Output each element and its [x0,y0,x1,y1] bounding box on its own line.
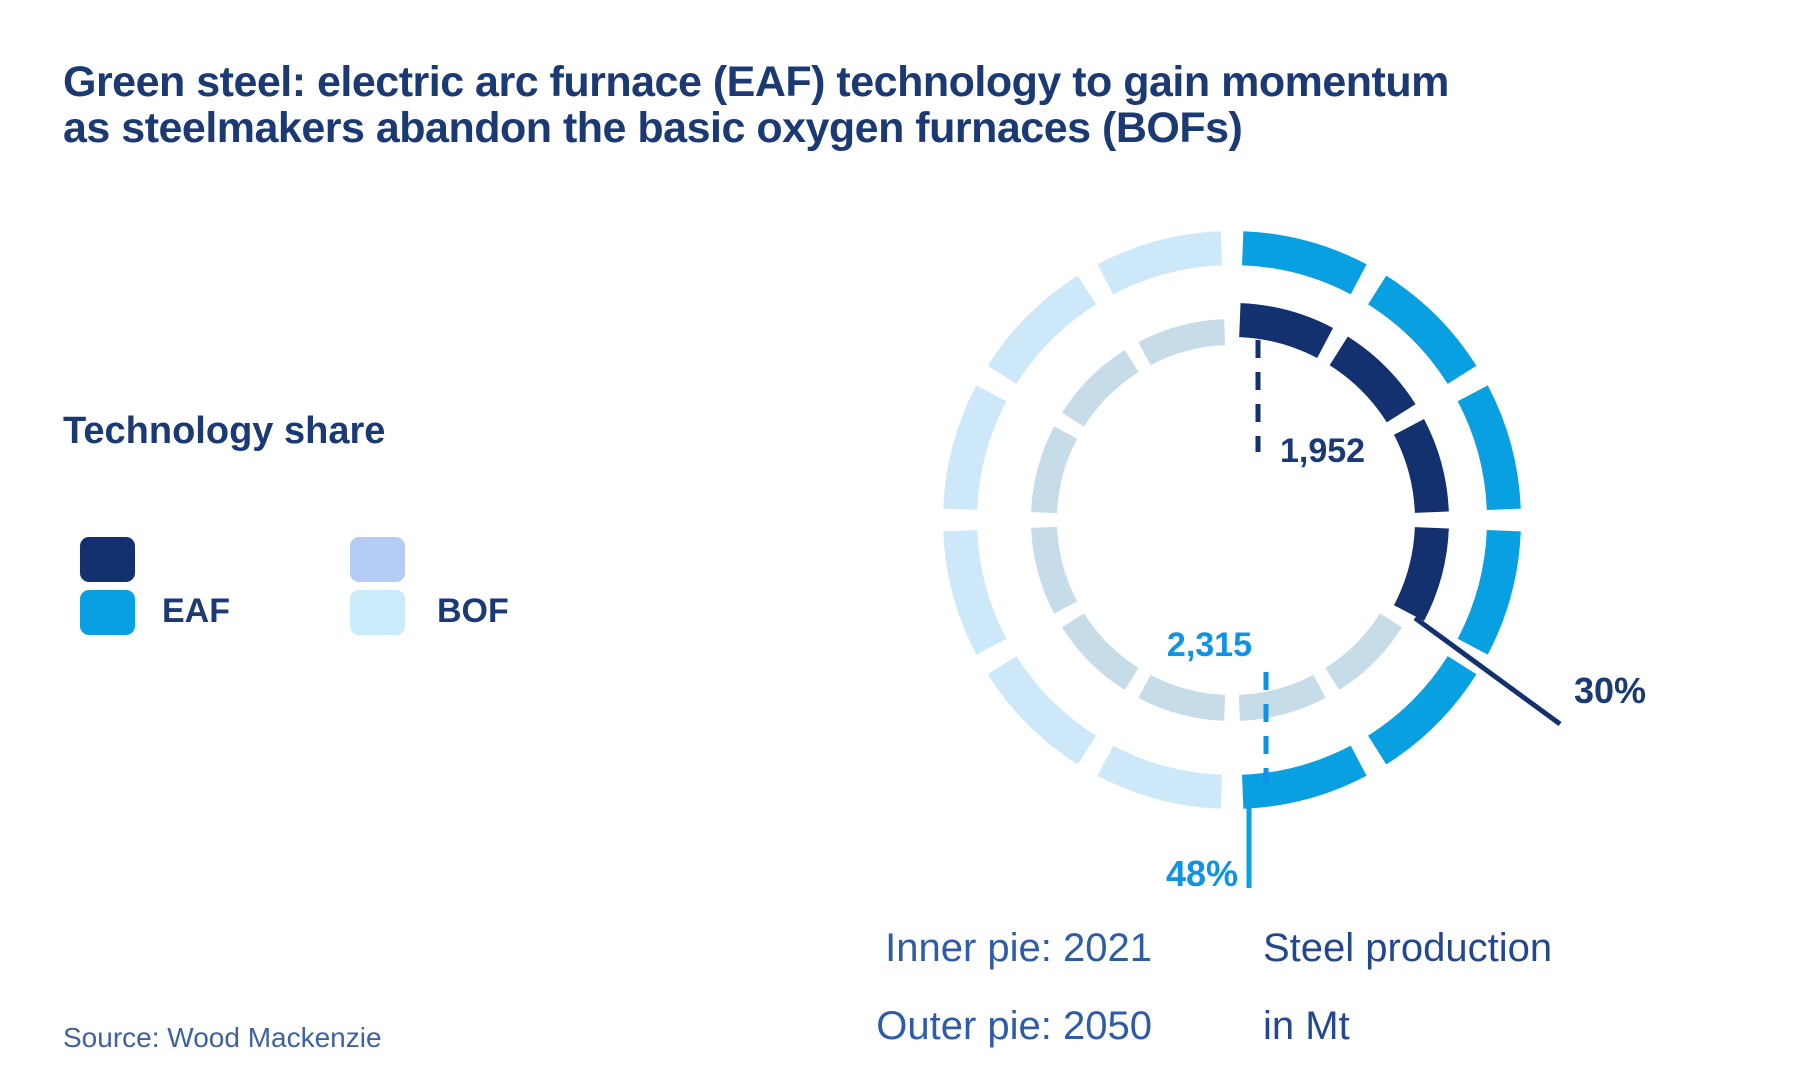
inner-total-label: 1,952 [1280,432,1366,470]
outer-bof-segment [1097,231,1222,295]
caption-outer-pie: Outer pie: 2050 [876,1004,1152,1048]
caption-production-line1: Steel production [1263,926,1553,970]
outer-total-label: 2,315 [1166,626,1252,664]
eaf-2021-swatch [80,537,135,582]
outer-eaf-segment [1457,385,1521,510]
leader-line-30pct [1413,615,1562,727]
inner-bof-segment [1138,674,1226,721]
page-title-line2: as steelmakers abandon the basic oxygen … [63,104,1243,152]
inner-eaf-segment [1329,336,1416,423]
outer-eaf-segment [1368,656,1477,765]
outer-eaf-segment [1368,275,1477,384]
page-title-line1: Green steel: electric arc furnace (EAF) … [63,58,1449,106]
caption-inner-pie: Inner pie: 2021 [885,926,1152,970]
caption-production-line2: in Mt [1263,1004,1350,1048]
outer-bof-segment [943,385,1007,510]
legend-label-bof: BOF [437,592,509,630]
inner-bof-segment [1031,526,1078,614]
outer-eaf-percent-label: 48% [1165,853,1238,894]
outer-bof-segment [943,530,1007,655]
inner-bof-segment [1062,613,1139,690]
outer-eaf-segment [1457,530,1521,655]
inner-bof-segment [1138,319,1226,366]
inner-bof-segment [1062,350,1139,427]
inner-eaf-segment [1393,527,1449,622]
inner-bof-segment [1325,613,1402,690]
legend-label-eaf: EAF [162,592,230,630]
inner-eaf-segment [1393,418,1449,513]
inner-eaf-segment [1239,303,1334,359]
eaf-2050-swatch [80,590,135,635]
inner-eaf-percent-label: 30% [1574,670,1647,711]
inner-bof-segment [1238,674,1326,721]
outer-eaf-segment [1242,231,1367,295]
bof-2050-swatch [350,590,405,635]
outer-bof-segment [987,275,1096,384]
source-note: Source: Wood Mackenzie [63,1022,382,1053]
inner-bof-segment [1031,426,1078,514]
outer-bof-segment [987,656,1096,765]
outer-bof-segment [1097,745,1222,809]
bof-2021-swatch [350,537,405,582]
legend-heading: Technology share [63,410,386,452]
outer-eaf-segment [1242,745,1367,809]
